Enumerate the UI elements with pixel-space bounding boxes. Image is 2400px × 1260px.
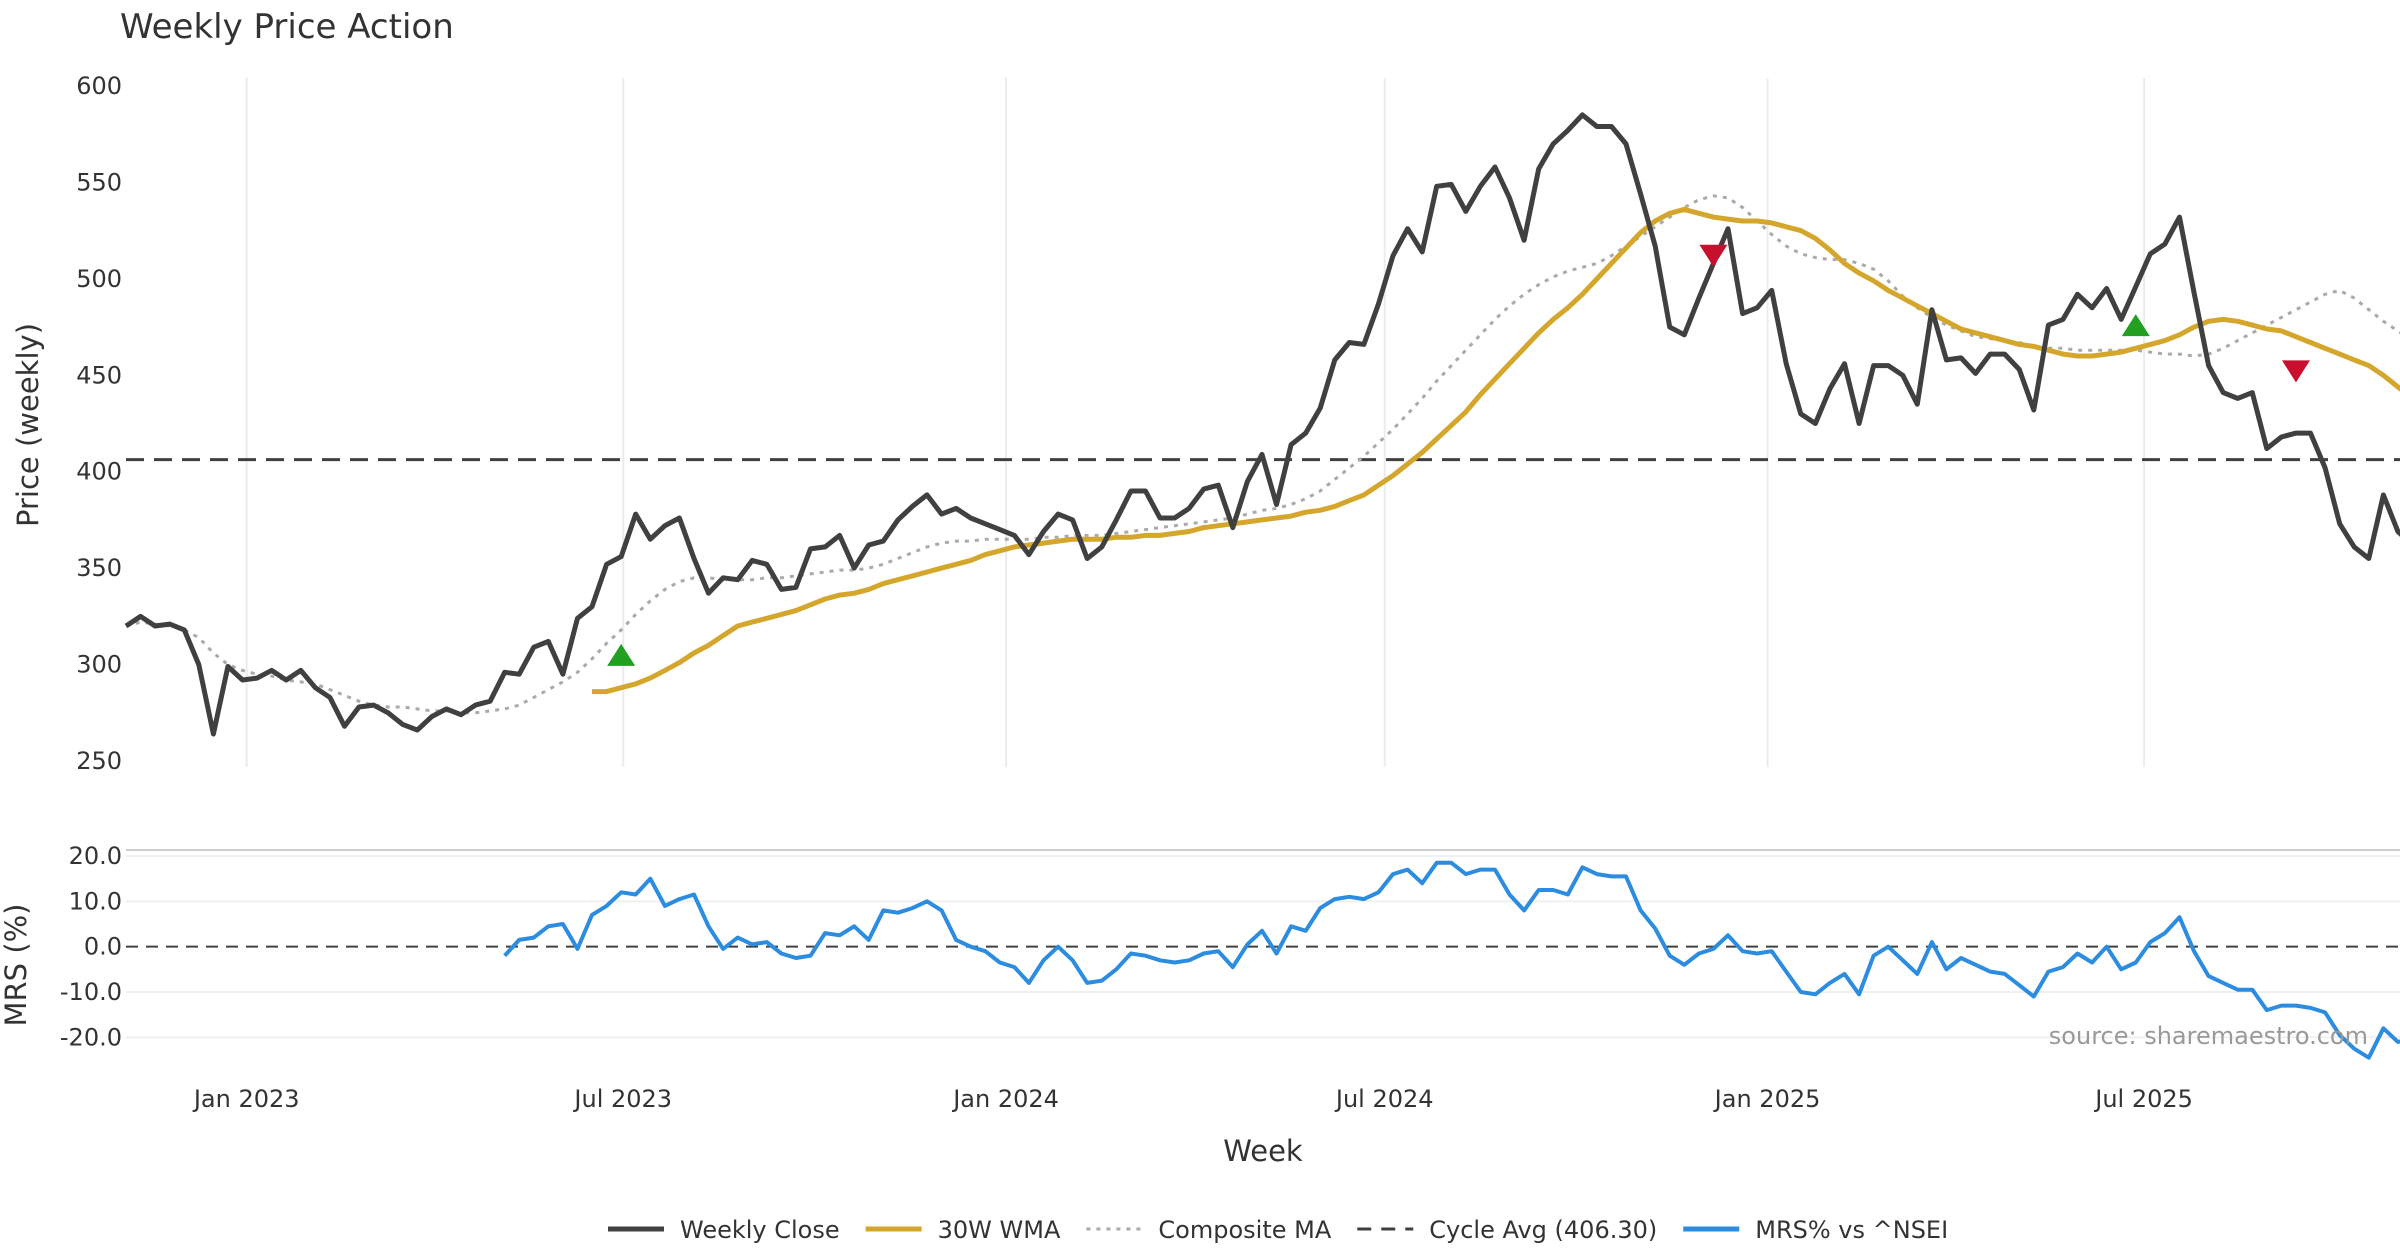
price-y-tick-label: 350: [76, 554, 122, 582]
price-y-tick-label: 600: [76, 72, 122, 100]
sell-signal-marker: [2281, 360, 2310, 383]
x-axis-label: Week: [1223, 1134, 1303, 1168]
legend-label: Weekly Close: [680, 1216, 840, 1244]
chart-title: Weekly Price Action: [120, 7, 454, 47]
price-y-tick-label: 500: [76, 265, 122, 293]
mrs-line: [503, 860, 2400, 1060]
mrs-y-tick-label: -10.0: [60, 978, 122, 1006]
buy-signal-marker: [2121, 314, 2150, 337]
price-y-tick-label: 300: [76, 651, 122, 679]
mrs-y-axis: -20.0 -10.0 0.0 10.0 20.0: [60, 842, 122, 1051]
x-axis: Jan 2023 Jul 2023 Jan 2024 Jul 2024 Jan 2025…: [192, 1085, 2193, 1113]
sell-signal-marker: [1699, 244, 1728, 267]
x-tick-label: Jul 2024: [1334, 1085, 1434, 1113]
x-tick-label: Jul 2023: [572, 1085, 672, 1113]
x-tick-label: Jan 2023: [192, 1085, 300, 1113]
mrs-y-tick-label: -20.0: [60, 1023, 122, 1051]
mrs-y-axis-label: MRS (%): [0, 904, 33, 1027]
mrs-y-tick-label: 10.0: [69, 887, 122, 915]
legend-label: Composite MA: [1158, 1216, 1331, 1244]
grid-lines: [126, 78, 2400, 1039]
x-tick-label: Jan 2024: [951, 1085, 1059, 1113]
price-y-tick-label: 400: [76, 458, 122, 486]
legend-label: Cycle Avg (406.30): [1429, 1216, 1657, 1244]
price-y-tick-label: 250: [76, 747, 122, 775]
x-tick-label: Jul 2025: [2093, 1085, 2193, 1113]
price-y-tick-label: 550: [76, 168, 122, 196]
price-y-axis-label: Price (weekly): [11, 323, 45, 527]
composite-ma-line: [125, 194, 2400, 715]
mrs-y-tick-label: 0.0: [84, 933, 122, 961]
legend-label: MRS% vs ^NSEI: [1755, 1216, 1948, 1244]
price-series-group: [124, 112, 2400, 737]
mrs-series-group: [126, 860, 2400, 1060]
mrs-y-tick-label: 20.0: [69, 842, 122, 870]
buy-signal-marker: [607, 643, 636, 666]
x-tick-label: Jan 2025: [1713, 1085, 1821, 1113]
weekly-close-line: [124, 112, 2400, 737]
30w-wma-line: [592, 206, 2400, 695]
source-note: source: sharemaestro.com: [2049, 1022, 2368, 1050]
legend-label: 30W WMA: [938, 1216, 1061, 1244]
legend: Weekly Close 30W WMA Composite MA Cycle Avg…: [608, 1216, 1948, 1244]
signal-markers: [607, 244, 2310, 666]
price-y-tick-label: 450: [76, 361, 122, 389]
price-y-axis: 250 300 350 400 450 500 550 600: [76, 72, 122, 775]
